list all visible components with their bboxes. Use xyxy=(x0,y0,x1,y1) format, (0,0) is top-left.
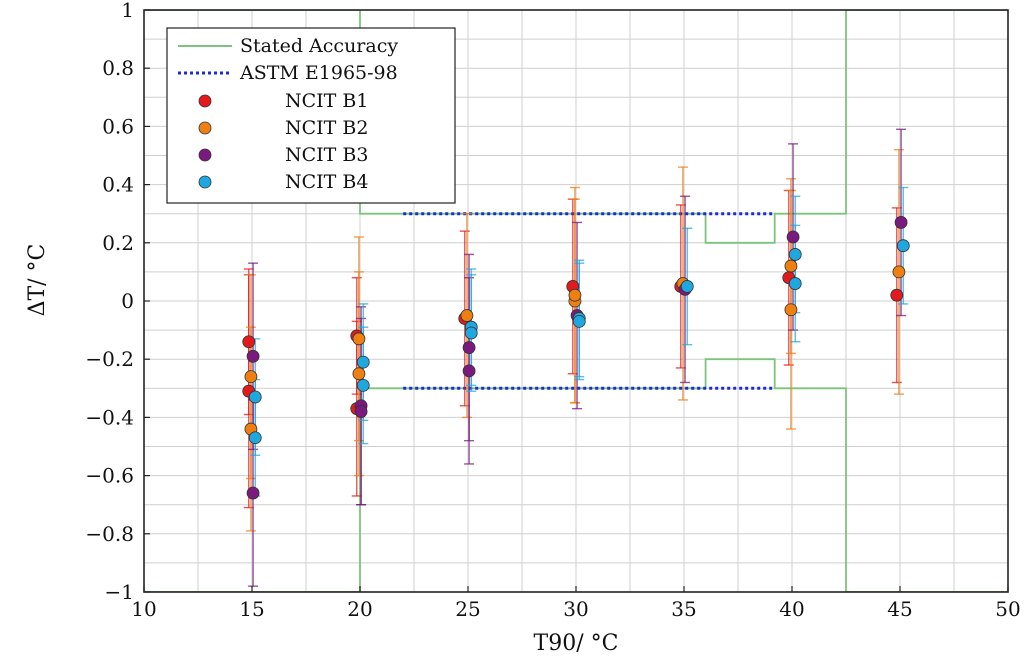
legend-label-b3: NCIT B3 xyxy=(285,144,368,166)
legend-label-b1: NCIT B1 xyxy=(285,90,368,112)
stated-accuracy-line-lower xyxy=(144,358,1008,592)
legend-label-astm: ASTM E1965-98 xyxy=(239,62,398,84)
x-tick-label: 30 xyxy=(563,597,588,621)
y-tick-label: −0.2 xyxy=(85,347,134,371)
y-tick-label: −0.8 xyxy=(85,522,134,546)
y-axis-label: ΔT/ °C xyxy=(25,244,50,317)
data-points xyxy=(242,216,910,500)
data-point-ncit-b2 xyxy=(892,265,906,279)
legend-label-b4: NCIT B4 xyxy=(285,171,368,193)
y-tick-label: −0.6 xyxy=(85,464,134,488)
legend-box xyxy=(166,27,456,204)
x-tick-label: 15 xyxy=(239,597,264,621)
data-point-ncit-b2 xyxy=(568,288,582,302)
data-point-ncit-b4 xyxy=(788,248,802,261)
data-point-ncit-b4 xyxy=(896,239,910,253)
x-axis-label: T90/ °C xyxy=(534,631,619,656)
data-point-ncit-b4 xyxy=(788,277,802,290)
data-point-ncit-b3 xyxy=(246,486,260,500)
y-tick-label: 0 xyxy=(121,289,134,313)
data-point-ncit-b4 xyxy=(248,390,262,404)
y-tick-label: −0.4 xyxy=(85,405,134,429)
data-point-ncit-b3 xyxy=(894,216,908,229)
data-point-ncit-b3 xyxy=(462,341,476,354)
data-point-ncit-b2 xyxy=(244,370,258,384)
data-point-ncit-b3 xyxy=(246,349,260,363)
data-point-ncit-b1 xyxy=(242,335,256,349)
data-point-ncit-b4 xyxy=(356,355,370,369)
legend-marker-b1 xyxy=(198,94,212,108)
x-tick-label: 10 xyxy=(131,597,156,621)
legend-marker-b3 xyxy=(198,148,212,162)
y-tick-label: 0.6 xyxy=(102,114,134,138)
data-point-ncit-b4 xyxy=(464,326,478,340)
x-tick-label: 20 xyxy=(347,597,372,621)
x-tick-label: 40 xyxy=(779,597,804,621)
data-point-ncit-b1 xyxy=(890,288,904,302)
data-point-ncit-b3 xyxy=(354,405,368,418)
axis-ticks: 10 15 20 25 30 35 40 45 50 −1 −0.8 −0.6 −0.4 −0.2 0 0.2… xyxy=(85,0,1020,621)
legend-marker-b4 xyxy=(198,175,212,189)
y-tick-label: 0.4 xyxy=(102,173,134,197)
legend: Stated Accuracy ASTM E1965-98 NCIT B1 NC… xyxy=(166,27,456,204)
data-point-ncit-b2 xyxy=(352,332,366,346)
data-point-ncit-b3 xyxy=(786,230,800,244)
x-tick-label: 25 xyxy=(455,597,480,621)
x-tick-label: 50 xyxy=(995,597,1020,621)
data-point-ncit-b4 xyxy=(356,378,370,392)
data-point-ncit-b4 xyxy=(572,314,586,328)
data-point-ncit-b4 xyxy=(680,280,694,293)
y-tick-label: 0.2 xyxy=(102,231,134,255)
legend-marker-b2 xyxy=(198,121,212,135)
legend-label-stated-accuracy: Stated Accuracy xyxy=(240,35,398,57)
y-tick-label: −1 xyxy=(105,580,134,604)
data-point-ncit-b2 xyxy=(352,367,366,381)
y-tick-label: 1 xyxy=(121,0,134,22)
data-point-ncit-b2 xyxy=(784,303,798,317)
data-point-ncit-b2 xyxy=(784,259,798,273)
x-tick-label: 45 xyxy=(887,597,912,621)
data-point-ncit-b3 xyxy=(462,364,476,378)
x-tick-label: 35 xyxy=(671,597,696,621)
data-point-ncit-b2 xyxy=(460,309,474,322)
y-tick-label: 0.8 xyxy=(102,56,134,80)
legend-label-b2: NCIT B2 xyxy=(285,117,368,139)
data-point-ncit-b4 xyxy=(248,431,262,445)
